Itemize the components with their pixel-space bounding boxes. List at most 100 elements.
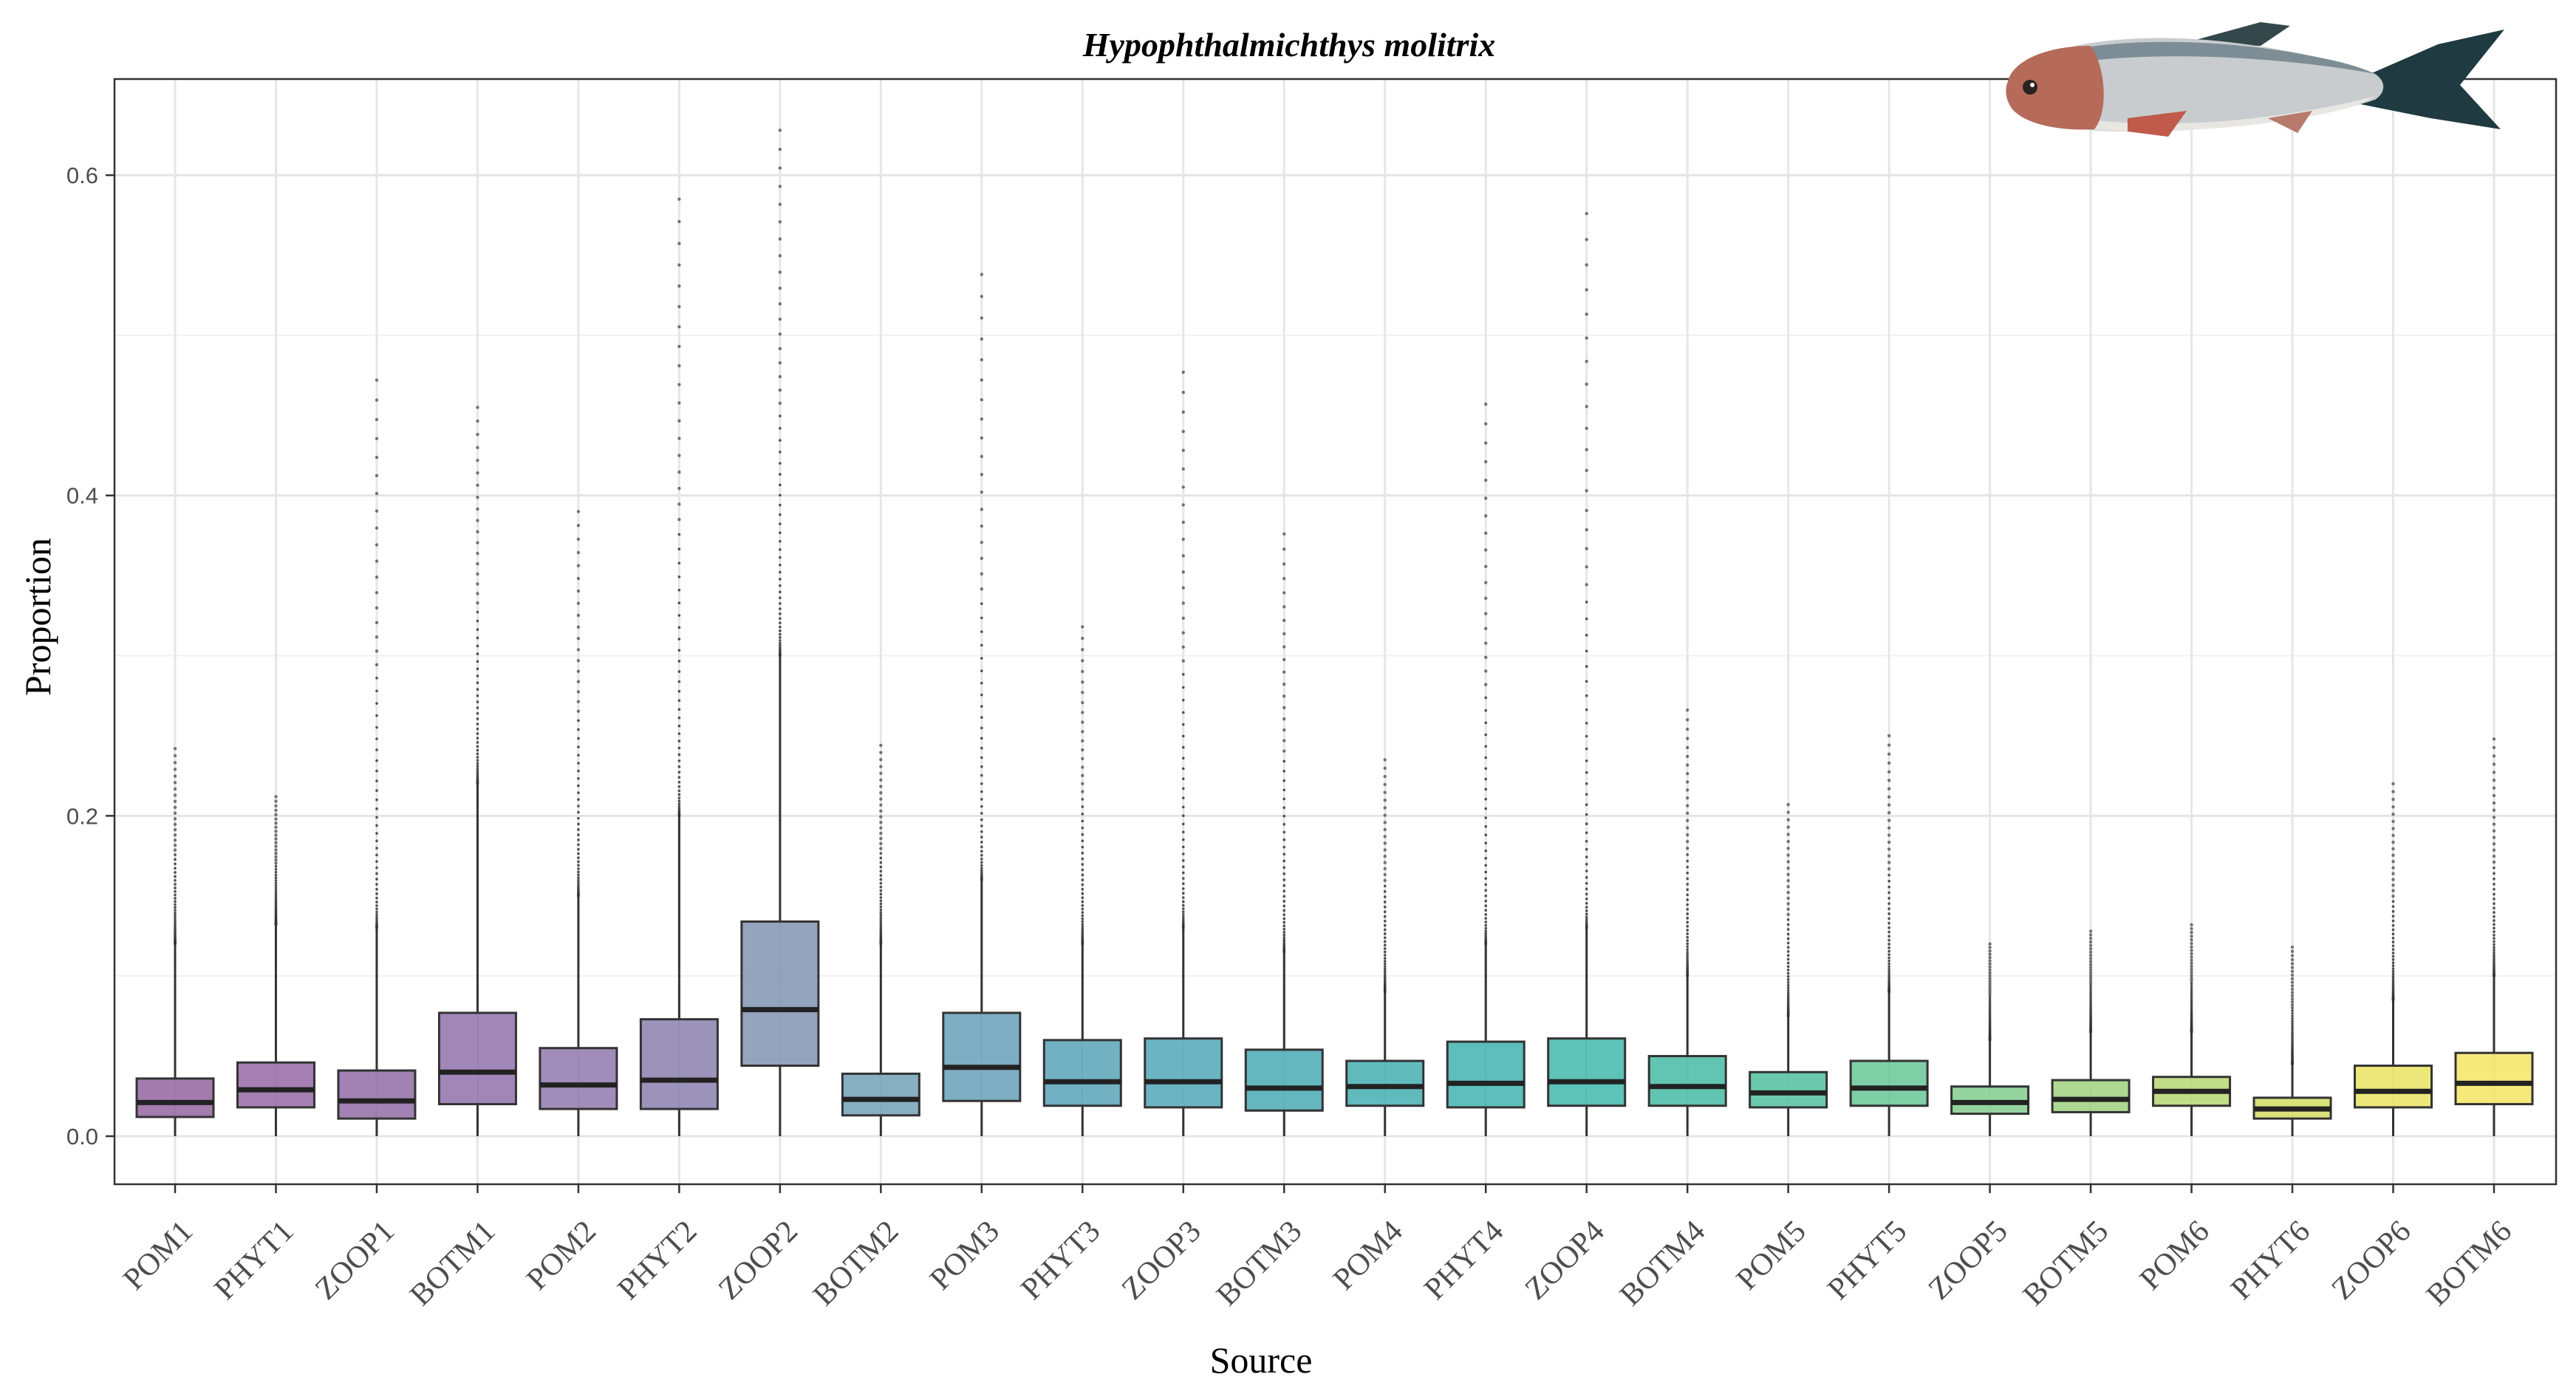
outlier-point xyxy=(476,674,479,677)
outlier-point xyxy=(375,474,379,477)
outlier-point xyxy=(677,626,681,629)
outlier-point xyxy=(677,454,681,457)
outlier-point xyxy=(2290,977,2295,981)
outlier-point xyxy=(1686,960,1689,963)
outlier-point xyxy=(778,254,782,258)
outlier-point xyxy=(476,445,479,450)
outlier-point xyxy=(677,689,681,693)
outlier-point xyxy=(476,759,479,762)
x-tick-label: BOTM6 xyxy=(2420,1215,2518,1313)
outlier-point xyxy=(2391,972,2395,975)
outlier-point xyxy=(1282,853,1286,856)
outlier-point xyxy=(1988,952,1992,956)
outlier-point xyxy=(980,556,984,561)
outlier-points xyxy=(2391,782,2395,1002)
outlier-point xyxy=(1282,618,1286,623)
outlier-point xyxy=(173,843,177,847)
outlier-point xyxy=(1484,926,1488,930)
outlier-point xyxy=(2493,898,2495,901)
outlier-point xyxy=(2391,840,2395,844)
y-tick-label: 0.0 xyxy=(66,1124,98,1150)
outlier-point xyxy=(173,838,177,842)
x-tick-label: PHYT1 xyxy=(208,1215,301,1307)
outlier-point xyxy=(1081,927,1084,931)
outlier-point xyxy=(274,870,278,874)
outlier-point xyxy=(2493,919,2495,922)
outlier-point xyxy=(2391,936,2395,940)
outlier-point xyxy=(779,632,782,636)
outlier-point xyxy=(1988,955,1992,960)
outlier-point xyxy=(1685,763,1690,767)
outlier-point xyxy=(1282,942,1286,946)
fish-belly xyxy=(2024,96,2375,132)
outlier-point xyxy=(1081,739,1084,743)
outlier-point xyxy=(375,689,378,693)
box-BOTM3 xyxy=(1244,532,1324,1136)
outlier-point xyxy=(879,870,883,873)
outlier-point xyxy=(1282,838,1286,841)
outlier-point xyxy=(375,901,378,904)
outlier-point xyxy=(2493,930,2495,933)
outlier-point xyxy=(476,572,479,576)
outlier-point xyxy=(1484,923,1488,927)
outlier-point xyxy=(375,737,378,740)
outlier-point xyxy=(778,401,782,406)
outlier-point xyxy=(577,833,580,836)
outlier-point xyxy=(1181,853,1185,855)
outlier-point xyxy=(879,778,883,782)
outlier-point xyxy=(1081,923,1084,926)
outlier-point xyxy=(980,845,983,849)
outlier-point xyxy=(879,905,883,909)
outlier-point xyxy=(1484,496,1488,500)
outlier-point xyxy=(2089,997,2092,1001)
outlier-points xyxy=(1585,211,1588,929)
outlier-point xyxy=(2493,911,2495,914)
outlier-point xyxy=(677,419,681,423)
outlier-point xyxy=(476,406,479,409)
outlier-point xyxy=(980,726,983,730)
outlier-point xyxy=(1383,954,1387,957)
outlier-point xyxy=(1484,422,1488,426)
outlier-point xyxy=(2088,943,2093,947)
outlier-point xyxy=(375,417,379,422)
outlier-point xyxy=(778,375,782,379)
iqr-box xyxy=(236,1061,315,1109)
outlier-point xyxy=(476,745,479,748)
outlier-point xyxy=(1282,940,1286,943)
outlier-point xyxy=(779,646,782,649)
iqr-box xyxy=(942,1011,1022,1102)
outlier-point xyxy=(1282,759,1286,763)
outlier-point xyxy=(2391,790,2395,793)
outlier-point xyxy=(476,681,479,685)
outlier-point xyxy=(1585,238,1588,242)
outlier-point xyxy=(2290,962,2295,966)
outlier-point xyxy=(1383,923,1387,927)
outlier-point xyxy=(677,437,681,440)
outlier-point xyxy=(1686,929,1689,932)
outlier-point xyxy=(980,871,983,875)
outlier-point xyxy=(1282,806,1286,810)
outlier-point xyxy=(1181,777,1185,780)
outlier-point xyxy=(174,920,177,924)
outlier-point xyxy=(1685,745,1690,750)
outlier-point xyxy=(1686,948,1689,952)
outlier-point xyxy=(1081,700,1084,705)
outlier-point xyxy=(274,884,278,887)
outlier-point xyxy=(2088,963,2093,966)
box-PHYT1 xyxy=(236,795,315,1136)
outlier-point xyxy=(1585,527,1588,532)
outlier-point xyxy=(980,812,983,815)
outlier-point xyxy=(476,601,479,605)
outlier-point xyxy=(1484,932,1488,935)
outlier-point xyxy=(1081,845,1084,849)
outlier-point xyxy=(2391,979,2395,983)
outlier-point xyxy=(2493,892,2495,896)
outlier-point xyxy=(476,530,479,534)
x-tick-label: POM1 xyxy=(117,1215,199,1297)
outlier-point xyxy=(476,756,479,759)
outlier-point xyxy=(677,533,681,536)
outlier-point xyxy=(1383,774,1387,779)
outlier-point xyxy=(174,900,177,904)
outlier-point xyxy=(476,551,479,556)
outlier-point xyxy=(980,657,983,660)
